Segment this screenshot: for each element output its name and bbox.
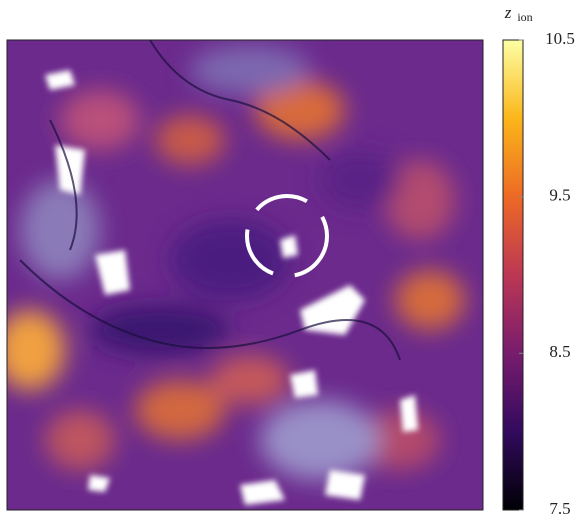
colorbar	[502, 39, 524, 511]
colorbar-label-subscript: ion	[517, 10, 532, 24]
colorbar-tick-label: 8.5	[549, 342, 570, 361]
colorbar-tick-label: 9.5	[549, 186, 570, 205]
ionized-holes	[45, 70, 418, 505]
map-texture	[7, 45, 465, 480]
highlight-circle	[245, 194, 329, 278]
colorbar-tick-label: 7.5	[549, 499, 570, 518]
map	[7, 40, 483, 510]
contours	[19, 40, 401, 361]
colorbar-tick-label: 10.5	[545, 29, 575, 48]
map-frame	[6, 39, 484, 511]
colorbar-label: z	[504, 3, 512, 22]
